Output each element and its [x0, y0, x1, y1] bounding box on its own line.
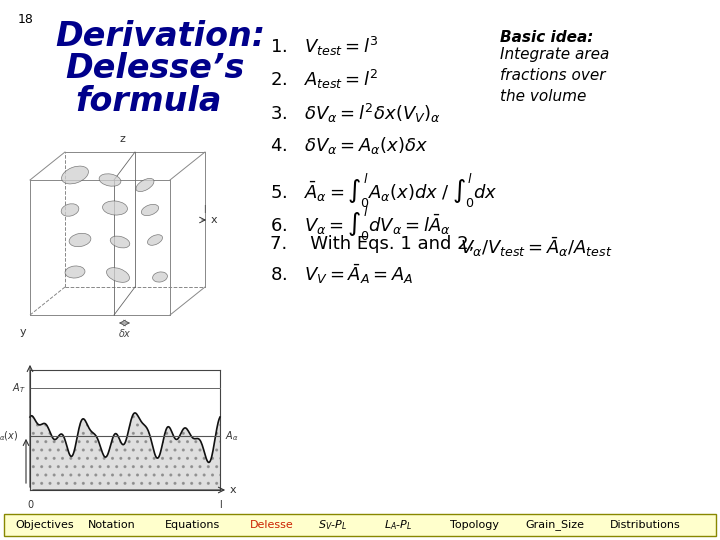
Text: Objectives: Objectives [15, 520, 73, 530]
Text: 2.   $A_{test} = l^2$: 2. $A_{test} = l^2$ [270, 68, 379, 91]
Text: $A_T$: $A_T$ [12, 381, 26, 395]
Ellipse shape [153, 272, 168, 282]
Text: y: y [20, 327, 27, 337]
Text: l: l [219, 500, 221, 510]
Ellipse shape [136, 178, 154, 192]
Text: 6.   $V_\alpha = \int_0^l dV_\alpha = l\bar{A}_\alpha$: 6. $V_\alpha = \int_0^l dV_\alpha = l\ba… [270, 205, 451, 243]
Ellipse shape [102, 201, 127, 215]
Text: x: x [230, 485, 237, 495]
Text: 4.   $\delta V_\alpha = A_\alpha(x)\delta x$: 4. $\delta V_\alpha = A_\alpha(x)\delta … [270, 135, 428, 156]
Ellipse shape [141, 204, 158, 215]
Text: 18: 18 [18, 13, 34, 26]
Ellipse shape [61, 204, 78, 216]
Text: x: x [211, 215, 217, 225]
Text: z: z [119, 134, 125, 144]
Text: Equations: Equations [165, 520, 220, 530]
Ellipse shape [65, 266, 85, 278]
Text: Notation: Notation [88, 520, 136, 530]
Ellipse shape [107, 268, 130, 282]
Text: $V_\alpha / V_{test} = \bar{A}_\alpha / A_{test}$: $V_\alpha / V_{test} = \bar{A}_\alpha / … [460, 235, 613, 259]
Text: 5.   $\bar{A}_\alpha = \int_0^l A_\alpha(x)dx \;/\; \int_0^l dx$: 5. $\bar{A}_\alpha = \int_0^l A_\alpha(x… [270, 172, 498, 210]
Text: $S_V$-$P_L$: $S_V$-$P_L$ [318, 518, 347, 532]
Bar [4, 514, 716, 536]
Text: $A_\alpha(x)$: $A_\alpha(x)$ [0, 429, 19, 443]
Text: Grain_Size: Grain_Size [525, 519, 584, 530]
Ellipse shape [69, 233, 91, 247]
Text: 8.   $V_V = \bar{A}_A = A_A$: 8. $V_V = \bar{A}_A = A_A$ [270, 262, 414, 286]
Ellipse shape [99, 174, 121, 186]
Text: 3.   $\delta V_\alpha = l^2 \delta x (V_V)_\alpha$: 3. $\delta V_\alpha = l^2 \delta x (V_V)… [270, 102, 441, 125]
Text: l: l [203, 205, 206, 215]
Text: $L_A$-$P_L$: $L_A$-$P_L$ [384, 518, 413, 532]
Text: $A_\alpha$: $A_\alpha$ [225, 429, 238, 443]
Text: Derivation:: Derivation: [55, 20, 265, 53]
Text: Delesse: Delesse [250, 520, 294, 530]
Text: 0: 0 [27, 500, 33, 510]
Text: Distributions: Distributions [610, 520, 680, 530]
Ellipse shape [62, 166, 89, 184]
Ellipse shape [148, 235, 163, 245]
Text: formula: formula [75, 85, 221, 118]
Text: Delesse’s: Delesse’s [65, 52, 244, 85]
Text: Basic idea:: Basic idea: [500, 30, 593, 45]
Text: $\delta x$: $\delta x$ [117, 327, 132, 339]
Text: Topology: Topology [450, 520, 499, 530]
Text: Integrate area
fractions over
the volume: Integrate area fractions over the volume [500, 47, 609, 104]
Ellipse shape [110, 236, 130, 248]
Text: 1.   $V_{test} = l^3$: 1. $V_{test} = l^3$ [270, 35, 379, 58]
Text: 7.    With Eqs. 1 and 2,: 7. With Eqs. 1 and 2, [270, 235, 480, 253]
